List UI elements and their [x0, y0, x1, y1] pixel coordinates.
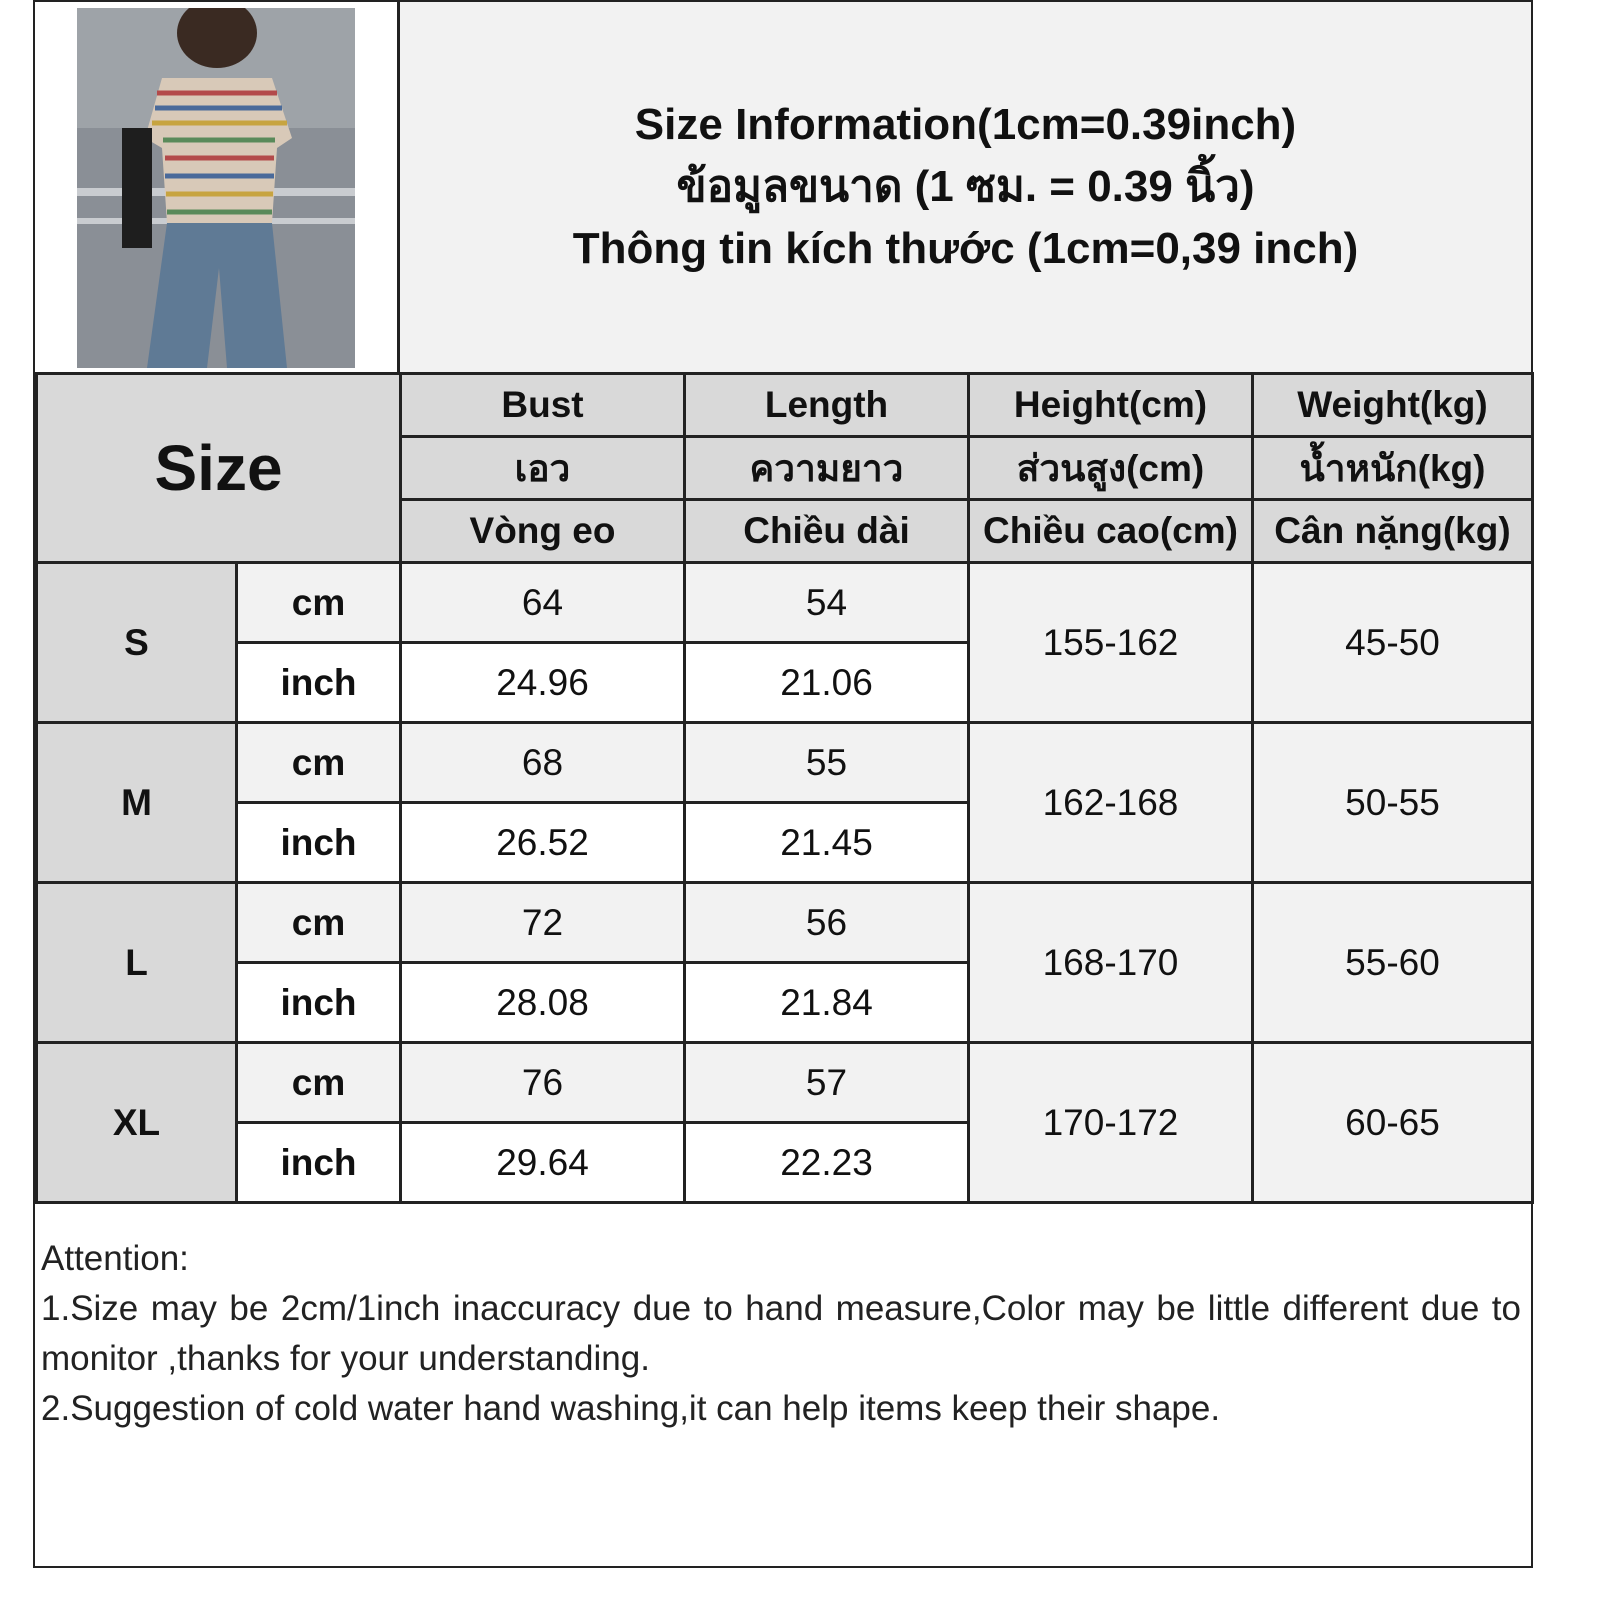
bust-inch: 28.08 [399, 961, 686, 1044]
unit-cm: cm [235, 881, 402, 964]
title-thai: ข้อมูลขนาด (1 ซม. = 0.39 นิ้ว) [676, 162, 1255, 211]
header-section: Size Information(1cm=0.39inch) ข้อมูลขนา… [35, 2, 1531, 375]
length-inch: 21.06 [683, 641, 970, 724]
title-block: Size Information(1cm=0.39inch) ข้อมูลขนา… [400, 2, 1531, 372]
length-inch: 22.23 [683, 1121, 970, 1204]
height-range: 170-172 [967, 1041, 1254, 1204]
table-row-cm: XL cm 76 57 170-172 60-65 [35, 1041, 1534, 1204]
height-range: 162-168 [967, 721, 1254, 884]
bust-cm: 68 [399, 721, 686, 804]
unit-inch: inch [235, 961, 402, 1044]
title-vietnamese: Thông tin kích thước (1cm=0,39 inch) [572, 224, 1359, 273]
header-height-th: ส่วนสูง(cm) [967, 435, 1254, 501]
header-weight-th: น้ำหนัก(kg) [1251, 435, 1534, 501]
header-length: Length [683, 372, 970, 438]
header-row-en: Size Bust Length Height(cm) Weight(kg) [35, 372, 1534, 564]
notes-heading: Attention: [41, 1239, 189, 1278]
unit-cm: cm [235, 1041, 402, 1124]
length-cm: 55 [683, 721, 970, 804]
header-length-vi: Chiều dài [683, 498, 970, 564]
weight-range: 50-55 [1251, 721, 1534, 884]
bust-inch: 29.64 [399, 1121, 686, 1204]
attention-notes: Attention: 1.Size may be 2cm/1inch inacc… [41, 1234, 1521, 1434]
length-cm: 54 [683, 561, 970, 644]
bust-inch: 26.52 [399, 801, 686, 884]
note-2: 2.Suggestion of cold water hand washing,… [41, 1389, 1221, 1428]
length-cm: 57 [683, 1041, 970, 1124]
header-height-vi: Chiều cao(cm) [967, 498, 1254, 564]
bust-inch: 24.96 [399, 641, 686, 724]
header-row-th: เอว ความยาว ส่วนสูง(cm) น้ำหนัก(kg) [37, 435, 1534, 501]
unit-cm: cm [235, 561, 402, 644]
size-label: L [35, 881, 238, 1044]
header-weight: Weight(kg) [1251, 372, 1534, 438]
header-weight-vi: Cân nặng(kg) [1251, 498, 1534, 564]
header-bust-th: เอว [399, 435, 686, 501]
product-photo-cell [35, 2, 400, 372]
product-photo [77, 8, 355, 368]
header-bust: Bust [399, 372, 686, 438]
length-inch: 21.84 [683, 961, 970, 1044]
header-bust-vi: Vòng eo [399, 498, 686, 564]
header-length-th: ความยาว [683, 435, 970, 501]
height-range: 155-162 [967, 561, 1254, 724]
bust-cm: 64 [399, 561, 686, 644]
size-chart: Size Information(1cm=0.39inch) ข้อมูลขนา… [33, 0, 1534, 1568]
size-header: Size [35, 372, 402, 564]
unit-cm: cm [235, 721, 402, 804]
height-range: 168-170 [967, 881, 1254, 1044]
length-inch: 21.45 [683, 801, 970, 884]
bust-cm: 76 [399, 1041, 686, 1124]
table-row-inch: inch 29.64 22.23 [37, 1121, 1533, 1204]
size-label: XL [35, 1041, 238, 1204]
unit-inch: inch [235, 641, 402, 724]
length-cm: 56 [683, 881, 970, 964]
table-row-inch: inch 24.96 21.06 [37, 641, 1533, 724]
note-1: 1.Size may be 2cm/1inch inaccuracy due t… [41, 1289, 1521, 1378]
size-label: S [35, 561, 238, 724]
weight-range: 45-50 [1251, 561, 1534, 724]
header-row-vi: Vòng eo Chiều dài Chiều cao(cm) Cân nặng… [37, 498, 1534, 564]
size-label: M [35, 721, 238, 884]
table-row-inch: inch 26.52 21.45 [37, 801, 1533, 884]
size-table: Size Bust Length Height(cm) Weight(kg) เ… [35, 372, 1534, 1204]
title-english: Size Information(1cm=0.39inch) [634, 100, 1297, 149]
unit-inch: inch [235, 801, 402, 884]
unit-inch: inch [235, 1121, 402, 1204]
weight-range: 55-60 [1251, 881, 1534, 1044]
header-height: Height(cm) [967, 372, 1254, 438]
bust-cm: 72 [399, 881, 686, 964]
weight-range: 60-65 [1251, 1041, 1534, 1204]
table-row-inch: inch 28.08 21.84 [37, 961, 1533, 1044]
